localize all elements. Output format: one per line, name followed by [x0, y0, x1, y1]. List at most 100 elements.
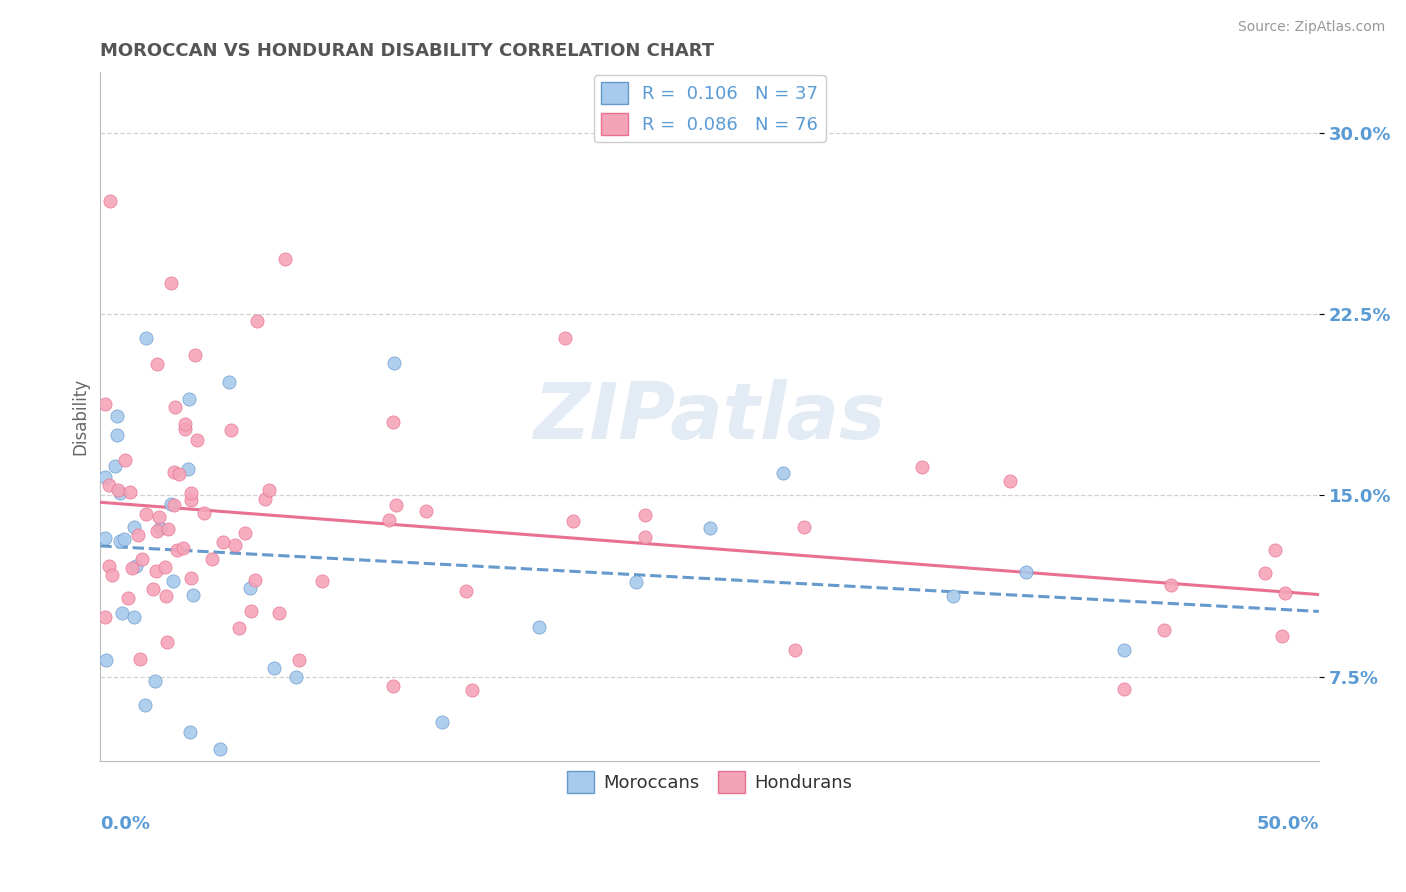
Point [169, 467, 191, 482]
Point [104, 459, 127, 474]
Text: MOROCCAN VS HONDURAN DISABILITY CORRELATION CHART: MOROCCAN VS HONDURAN DISABILITY CORRELAT… [100, 42, 714, 60]
Point [285, 670, 308, 684]
Point [101, 568, 124, 582]
Point [1271, 629, 1294, 643]
Point [186, 434, 208, 448]
Text: 50.0%: 50.0% [1257, 814, 1319, 832]
Point [415, 504, 437, 518]
Point [156, 635, 179, 649]
Point [135, 331, 157, 345]
Point [181, 588, 204, 602]
Point [98, 194, 121, 208]
Point [626, 575, 648, 590]
Point [1160, 578, 1182, 592]
Point [174, 417, 197, 432]
Point [159, 497, 181, 511]
Point [243, 574, 266, 588]
Point [127, 528, 149, 542]
Point [1264, 542, 1286, 557]
Point [108, 534, 131, 549]
Point [122, 520, 145, 534]
Point [1153, 623, 1175, 637]
Point [430, 714, 453, 729]
Point [634, 508, 657, 522]
Point [107, 483, 129, 498]
Point [135, 507, 157, 521]
Point [142, 582, 165, 597]
Point [1112, 642, 1135, 657]
Point [461, 683, 484, 698]
Point [177, 461, 200, 475]
Point [218, 375, 240, 389]
Point [212, 535, 235, 549]
Point [148, 510, 170, 524]
Point [94, 531, 117, 545]
Point [94, 610, 117, 624]
Point [118, 484, 141, 499]
Point [699, 521, 721, 535]
Point [131, 552, 153, 566]
Legend: Moroccans, Hondurans: Moroccans, Hondurans [560, 764, 859, 801]
Point [228, 622, 250, 636]
Point [274, 252, 297, 266]
Point [1274, 586, 1296, 600]
Point [96, 653, 118, 667]
Point [634, 530, 657, 544]
Point [146, 357, 169, 371]
Point [105, 409, 128, 423]
Point [179, 392, 201, 406]
Point [785, 643, 807, 657]
Point [121, 560, 143, 574]
Text: ZIPatlas: ZIPatlas [533, 379, 886, 455]
Point [239, 582, 262, 596]
Point [179, 725, 201, 739]
Point [259, 483, 281, 497]
Point [998, 475, 1021, 489]
Point [98, 559, 121, 574]
Point [942, 590, 965, 604]
Point [193, 506, 215, 520]
Point [311, 574, 333, 589]
Point [155, 559, 177, 574]
Text: 0.0%: 0.0% [100, 814, 150, 832]
Point [454, 583, 477, 598]
Point [145, 524, 167, 539]
Point [1254, 566, 1277, 580]
Point [382, 679, 405, 693]
Point [385, 498, 408, 512]
Point [163, 498, 186, 512]
Point [381, 415, 404, 429]
Point [180, 493, 202, 508]
Point [122, 609, 145, 624]
Point [165, 400, 187, 414]
Point [112, 533, 135, 547]
Point [219, 423, 242, 437]
Point [94, 470, 117, 484]
Point [1015, 565, 1038, 579]
Point [1112, 681, 1135, 696]
Point [201, 552, 224, 566]
Point [145, 564, 167, 578]
Point [267, 606, 290, 620]
Point [163, 466, 186, 480]
Point [378, 513, 401, 527]
Point [157, 522, 180, 536]
Point [911, 459, 934, 474]
Point [172, 541, 194, 556]
Point [772, 467, 794, 481]
Point [134, 698, 156, 712]
Point [166, 542, 188, 557]
Point [145, 673, 167, 688]
Point [246, 314, 269, 328]
Point [793, 520, 815, 534]
Y-axis label: Disability: Disability [72, 378, 89, 456]
Point [562, 514, 585, 528]
Point [224, 538, 246, 552]
Point [105, 428, 128, 442]
Point [94, 397, 117, 411]
Point [155, 589, 177, 603]
Point [108, 486, 131, 500]
Point [239, 604, 262, 618]
Point [114, 452, 136, 467]
Point [527, 620, 550, 634]
